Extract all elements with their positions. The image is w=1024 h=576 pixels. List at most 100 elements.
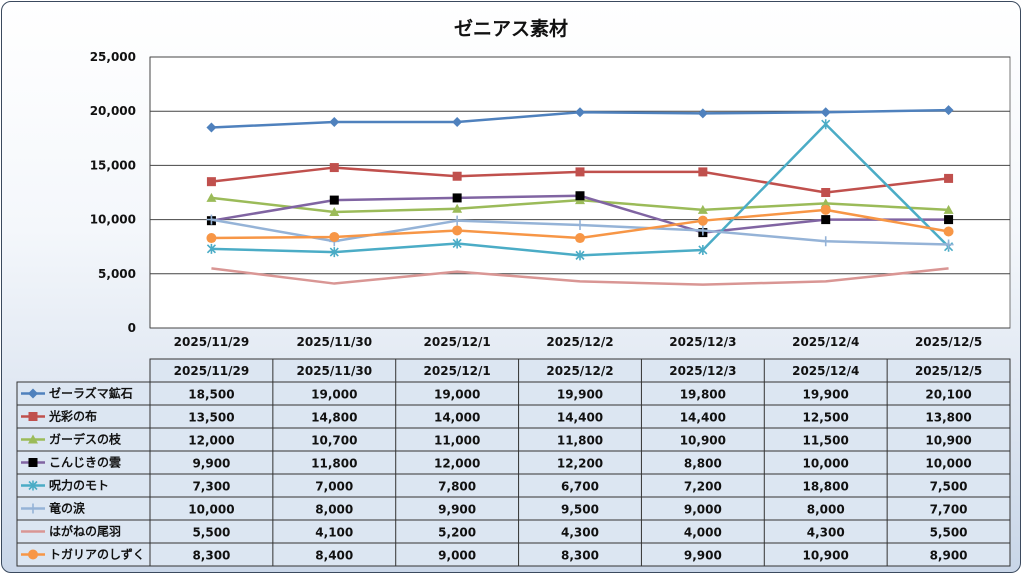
table-cell: 19,000 bbox=[434, 388, 480, 402]
data-point bbox=[329, 195, 339, 205]
legend-label: 光彩の布 bbox=[48, 409, 97, 424]
y-tick-label: 10,000 bbox=[90, 213, 136, 227]
table-cell: 10,700 bbox=[311, 434, 357, 448]
x-tick-label: 2025/12/4 bbox=[792, 335, 859, 349]
table-header-cell: 2025/12/4 bbox=[792, 364, 859, 378]
data-point bbox=[697, 225, 708, 236]
data-point bbox=[575, 233, 585, 244]
data-point bbox=[944, 173, 954, 183]
data-point bbox=[452, 238, 462, 249]
table-cell: 14,400 bbox=[680, 411, 726, 425]
data-point bbox=[575, 191, 585, 201]
legend-label: トガリアのしずく bbox=[49, 547, 145, 562]
table-cell: 11,800 bbox=[557, 434, 603, 448]
y-tick-label: 25,000 bbox=[90, 50, 136, 64]
y-tick-label: 15,000 bbox=[90, 158, 136, 172]
table-header-cell: 2025/12/3 bbox=[669, 364, 736, 378]
table-cell: 8,000 bbox=[807, 503, 845, 517]
data-point bbox=[206, 214, 217, 225]
table-cell: 8,000 bbox=[315, 503, 353, 517]
table-cell: 8,400 bbox=[315, 549, 353, 563]
table-cell: 14,400 bbox=[557, 411, 603, 425]
data-point bbox=[575, 250, 585, 261]
table-cell: 10,900 bbox=[803, 549, 849, 563]
x-tick-label: 2025/12/5 bbox=[915, 335, 982, 349]
table-cell: 7,300 bbox=[192, 480, 230, 494]
data-point bbox=[575, 167, 585, 177]
legend-key-marker bbox=[28, 458, 38, 467]
table-cell: 10,900 bbox=[925, 434, 971, 448]
data-point bbox=[206, 177, 216, 187]
data-point bbox=[329, 207, 340, 217]
table-cell: 19,900 bbox=[803, 388, 849, 402]
table-cell: 20,100 bbox=[925, 388, 971, 402]
data-point bbox=[820, 107, 831, 118]
table-cell: 7,200 bbox=[684, 480, 722, 494]
table-cell: 7,800 bbox=[438, 480, 476, 494]
x-tick-label: 2025/12/1 bbox=[424, 335, 491, 349]
data-point bbox=[697, 108, 708, 119]
data-point bbox=[821, 119, 831, 130]
data-point bbox=[452, 215, 463, 226]
table-cell: 9,500 bbox=[561, 503, 599, 517]
table-cell: 10,000 bbox=[188, 503, 234, 517]
table-cell: 10,000 bbox=[803, 457, 849, 471]
data-point bbox=[820, 204, 831, 215]
legend-label: はがねの尾羽 bbox=[49, 524, 121, 539]
data-point bbox=[452, 225, 463, 236]
table-cell: 8,900 bbox=[930, 549, 968, 563]
y-tick-label: 0 bbox=[128, 321, 136, 335]
table-cell: 4,100 bbox=[315, 526, 353, 540]
table-cell: 11,000 bbox=[434, 434, 480, 448]
legend-label: 呪力のモト bbox=[49, 478, 109, 493]
chart-title: ゼニアス素材 bbox=[453, 18, 568, 40]
table-cell: 4,300 bbox=[807, 526, 845, 540]
table-cell: 7,500 bbox=[930, 480, 968, 494]
data-point bbox=[452, 203, 463, 213]
table-cell: 4,000 bbox=[684, 526, 722, 540]
x-tick-label: 2025/11/30 bbox=[297, 335, 373, 349]
table-cell: 7,000 bbox=[315, 480, 353, 494]
table-header-cell: 2025/11/30 bbox=[297, 364, 373, 378]
data-point bbox=[206, 192, 217, 202]
table-cell: 5,500 bbox=[930, 526, 968, 540]
data-point bbox=[329, 117, 340, 128]
data-point bbox=[943, 239, 954, 250]
data-point bbox=[698, 167, 708, 177]
table-cell: 14,000 bbox=[434, 411, 480, 425]
table-header-cell: 2025/11/29 bbox=[174, 364, 250, 378]
data-point bbox=[697, 215, 708, 226]
table-cell: 8,800 bbox=[684, 457, 722, 471]
data-point bbox=[329, 247, 339, 258]
legend-key-marker bbox=[28, 549, 38, 560]
legend-key-marker bbox=[28, 480, 38, 491]
y-tick-label: 5,000 bbox=[98, 267, 136, 281]
data-point bbox=[452, 193, 462, 203]
data-point bbox=[821, 215, 831, 225]
data-point bbox=[329, 163, 339, 173]
legend-label: こんじきの雲 bbox=[49, 456, 121, 470]
table-cell: 6,700 bbox=[561, 480, 599, 494]
data-point bbox=[206, 122, 217, 133]
legend-key-marker bbox=[28, 503, 38, 514]
legend-label: ガーデスの枝 bbox=[49, 432, 122, 447]
x-tick-label: 2025/12/3 bbox=[669, 335, 736, 349]
table-cell: 10,900 bbox=[680, 434, 726, 448]
table-cell: 9,000 bbox=[684, 503, 722, 517]
table-cell: 19,900 bbox=[557, 388, 603, 402]
series-line bbox=[211, 267, 949, 286]
table-cell: 9,000 bbox=[438, 549, 476, 563]
table-cell: 12,000 bbox=[188, 434, 234, 448]
table-cell: 19,000 bbox=[311, 388, 357, 402]
x-tick-label: 2025/11/29 bbox=[174, 335, 250, 349]
x-tick-label: 2025/12/2 bbox=[546, 335, 613, 349]
table-cell: 8,300 bbox=[561, 549, 599, 563]
data-point bbox=[575, 220, 585, 231]
table-cell: 19,800 bbox=[680, 388, 726, 402]
data-point bbox=[820, 236, 831, 247]
table-cell: 18,800 bbox=[803, 480, 849, 494]
data-point bbox=[943, 105, 954, 116]
table-cell: 13,500 bbox=[188, 411, 234, 425]
table-cell: 13,800 bbox=[925, 411, 971, 425]
